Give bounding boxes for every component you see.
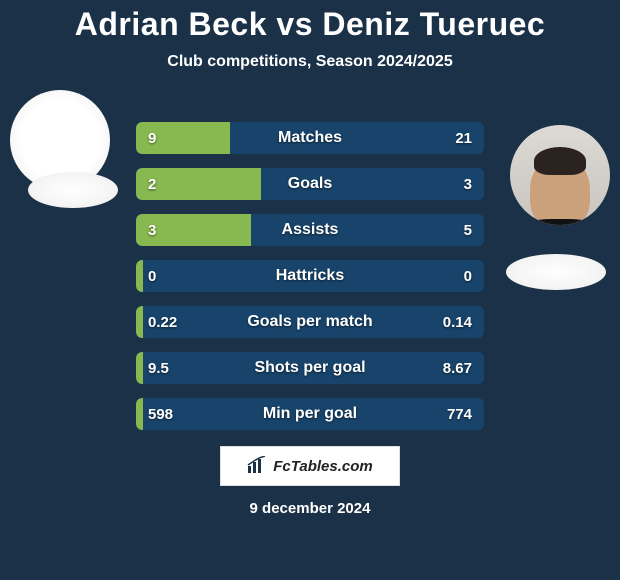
brand-text: FcTables.com (273, 458, 372, 475)
stat-row: 921Matches (136, 122, 484, 154)
stat-value-right: 0.14 (443, 306, 472, 338)
stat-value-left: 3 (148, 214, 156, 246)
player-avatar-right (510, 125, 610, 225)
stat-row: 35Assists (136, 214, 484, 246)
stat-value-left: 0.22 (148, 306, 177, 338)
stat-value-left: 9.5 (148, 352, 169, 384)
stat-value-right: 3 (464, 168, 472, 200)
stat-bar-fill (136, 398, 143, 430)
subtitle: Club competitions, Season 2024/2025 (0, 53, 620, 71)
comparison-infographic: Adrian Beck vs Deniz Tueruec Club compet… (0, 0, 620, 580)
stat-value-left: 598 (148, 398, 173, 430)
footer-date: 9 december 2024 (0, 500, 620, 517)
stat-row: 00Hattricks (136, 260, 484, 292)
stat-bar-track (136, 168, 484, 200)
stat-bar-fill (136, 260, 143, 292)
stat-bar-track (136, 352, 484, 384)
stat-value-right: 5 (464, 214, 472, 246)
stat-bar-track (136, 214, 484, 246)
player-face-icon (530, 157, 590, 225)
stat-row: 23Goals (136, 168, 484, 200)
stat-bar-track (136, 398, 484, 430)
stat-bar-track (136, 260, 484, 292)
brand-box: FcTables.com (220, 446, 400, 486)
stat-value-left: 9 (148, 122, 156, 154)
stat-bar-track (136, 306, 484, 338)
stat-value-right: 774 (447, 398, 472, 430)
stat-row: 598774Min per goal (136, 398, 484, 430)
stat-value-left: 0 (148, 260, 156, 292)
stat-bar-track (136, 122, 484, 154)
stat-row: 0.220.14Goals per match (136, 306, 484, 338)
stat-bar-fill (136, 306, 143, 338)
stat-bars: 921Matches23Goals35Assists00Hattricks0.2… (136, 122, 484, 444)
stat-value-left: 2 (148, 168, 156, 200)
club-badge-left (28, 172, 118, 208)
stat-bar-fill (136, 352, 143, 384)
club-badge-right (506, 254, 606, 290)
stat-value-right: 0 (464, 260, 472, 292)
stat-value-right: 8.67 (443, 352, 472, 384)
stat-value-right: 21 (455, 122, 472, 154)
stat-row: 9.58.67Shots per goal (136, 352, 484, 384)
page-title: Adrian Beck vs Deniz Tueruec (0, 0, 620, 43)
brand-chart-icon (247, 456, 267, 477)
